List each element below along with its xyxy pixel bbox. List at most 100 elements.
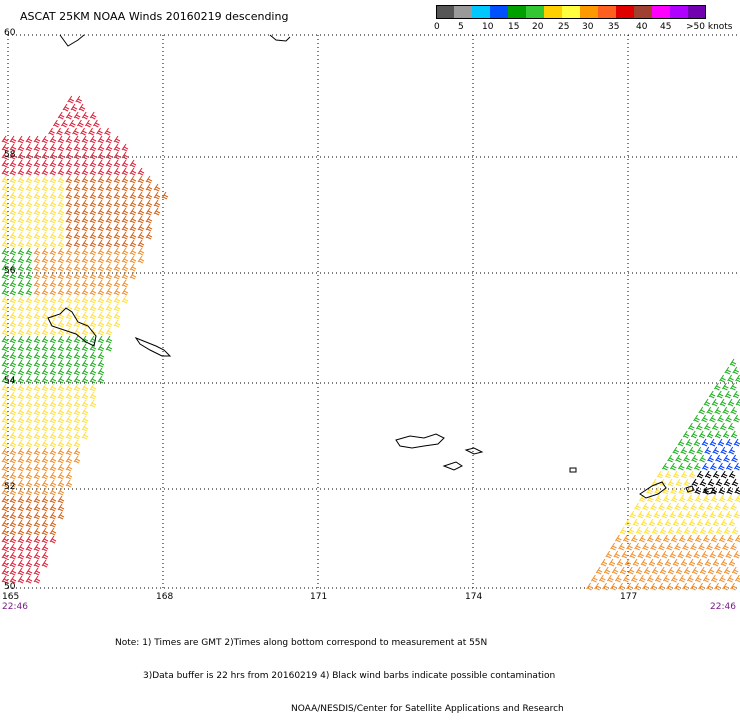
wind-barb (650, 502, 657, 511)
wind-barb (1, 447, 9, 456)
wind-barb (145, 199, 153, 208)
wind-barb (17, 199, 25, 208)
wind-barb (73, 159, 81, 168)
wind-barb (9, 351, 17, 360)
wind-barb (49, 159, 57, 168)
wind-barb (718, 574, 726, 583)
wind-barb (17, 407, 25, 416)
wind-barb (80, 127, 87, 136)
wind-barb (1, 287, 9, 296)
wind-barb (603, 566, 611, 575)
wind-barb (49, 279, 57, 288)
wind-barb (49, 503, 57, 512)
wind-barb (41, 343, 49, 352)
wind-barb (17, 167, 25, 176)
wind-barb (41, 183, 49, 192)
wind-barb (25, 287, 33, 296)
wind-barb (33, 415, 41, 424)
wind-barb (1, 279, 9, 288)
wind-barb (41, 295, 49, 304)
wind-barb (57, 287, 65, 296)
time-label-right: 22:46 (710, 602, 736, 612)
wind-barb (33, 503, 41, 512)
wind-barb (630, 574, 638, 583)
wind-barb (1, 439, 9, 448)
wind-barb (113, 231, 121, 240)
wind-barb (105, 327, 113, 336)
wind-barb (113, 151, 121, 160)
wind-barb (25, 167, 33, 176)
wind-barb (729, 382, 737, 391)
wind-barb (17, 191, 25, 200)
wind-barb (81, 407, 89, 416)
wind-barb (113, 223, 121, 232)
wind-barb (1, 455, 9, 464)
wind-barb (9, 319, 17, 328)
wind-barb (17, 135, 25, 144)
wind-barb (41, 255, 49, 264)
wind-barb (25, 343, 33, 352)
wind-barb (17, 391, 25, 400)
wind-barb (25, 543, 33, 552)
wind-barb (667, 526, 675, 535)
wind-barb (65, 111, 73, 120)
wind-barb (137, 207, 145, 216)
wind-barb (121, 223, 129, 232)
wind-barb (9, 303, 17, 312)
wind-barb (89, 391, 97, 400)
wind-barb (145, 231, 153, 240)
wind-barb (634, 582, 641, 591)
wind-barb (105, 271, 113, 280)
wind-barb (97, 183, 105, 192)
wind-barb (57, 303, 65, 312)
wind-barb (73, 447, 81, 456)
wind-barb (17, 303, 25, 312)
wind-barb (715, 526, 723, 535)
wind-barb (720, 558, 728, 567)
wind-barb (73, 415, 81, 424)
wind-barb (1, 343, 9, 352)
wind-barb (73, 231, 81, 240)
wind-barb (17, 431, 25, 440)
wind-barb (17, 279, 25, 288)
wind-barb (41, 191, 49, 200)
wind-barb (129, 207, 137, 216)
wind-barb (129, 239, 137, 248)
wind-barb (33, 183, 41, 192)
wind-barb (49, 167, 57, 176)
wind-barb (688, 446, 696, 455)
wind-barb (81, 207, 89, 216)
coastline-layer (47, 34, 717, 499)
wind-barb (33, 567, 41, 576)
wind-barb (73, 191, 81, 200)
wind-barb (722, 502, 729, 511)
wind-barb (630, 534, 638, 543)
wind-barb (105, 143, 113, 152)
wind-barb (722, 542, 729, 551)
wind-barb (33, 399, 41, 408)
wind-barb (113, 239, 121, 248)
wind-barb (65, 399, 73, 408)
footnotes: Note: 1) Times are GMT 2)Times along bot… (115, 616, 564, 726)
wind-barb (619, 526, 627, 535)
wind-barb (25, 407, 33, 416)
wind-barb (672, 518, 680, 527)
wind-barb (707, 454, 714, 463)
wind-barb (145, 191, 153, 200)
wind-barb (41, 335, 49, 344)
wind-barb (605, 550, 613, 559)
wind-barb (57, 359, 65, 368)
wind-barb (57, 191, 65, 200)
wind-barb (706, 542, 713, 551)
wind-barb (9, 239, 17, 248)
wind-barb (73, 135, 81, 144)
wind-barb (97, 303, 105, 312)
wind-barb (81, 431, 89, 440)
wind-speed-color-scale (436, 5, 706, 19)
wind-barb (696, 518, 704, 527)
wind-barb (65, 255, 73, 264)
wind-barb (1, 247, 9, 256)
wind-barb (49, 423, 57, 432)
wind-barb (73, 327, 81, 336)
wind-barb (33, 495, 41, 504)
